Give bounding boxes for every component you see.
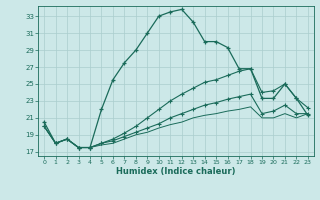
X-axis label: Humidex (Indice chaleur): Humidex (Indice chaleur) <box>116 167 236 176</box>
